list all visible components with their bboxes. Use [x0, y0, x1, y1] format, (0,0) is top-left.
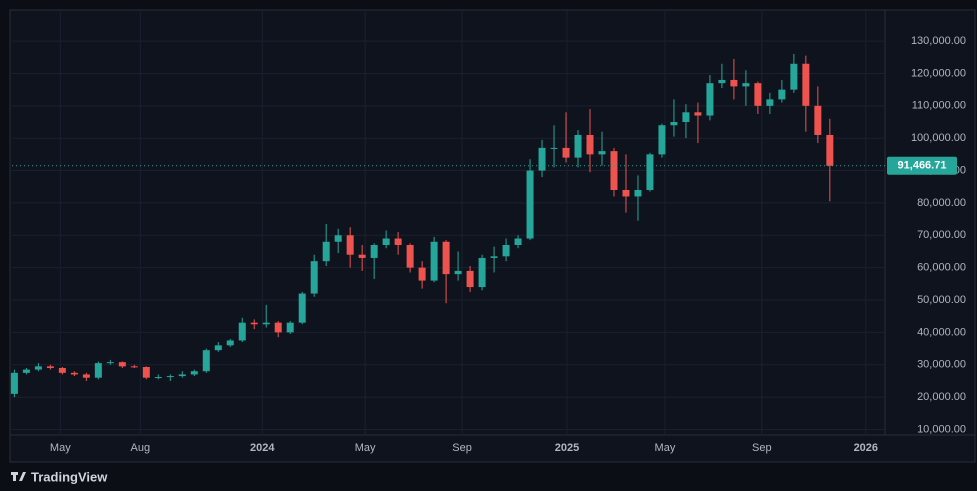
candle-body	[610, 151, 618, 190]
candle-body	[478, 257, 486, 288]
candle-body	[262, 322, 270, 325]
candle-body	[118, 362, 126, 367]
candle-body	[286, 322, 294, 333]
candle-body	[622, 189, 630, 197]
candle-body	[58, 367, 66, 373]
candle-body	[346, 235, 354, 255]
candle-body	[598, 151, 606, 155]
candle-body	[178, 374, 186, 377]
candle-body	[730, 79, 738, 87]
candle-body	[502, 244, 510, 257]
candle-body	[34, 366, 42, 370]
candle-body	[226, 340, 234, 346]
x-tick-label: May	[655, 442, 676, 454]
candle-body	[106, 362, 114, 364]
x-tick-label: 2025	[555, 442, 579, 454]
candle-body	[634, 189, 642, 197]
candle-body	[166, 376, 174, 378]
y-tick-label: 10,000.00	[917, 423, 966, 435]
y-tick-label: 110,000.00	[912, 100, 966, 112]
candle-body	[742, 83, 750, 87]
y-tick-label: 20,000.00	[917, 391, 966, 403]
candle-body	[814, 105, 822, 135]
candle-body	[790, 63, 798, 90]
candle-body	[190, 371, 198, 375]
candle-body	[658, 125, 666, 155]
candle-body	[82, 374, 90, 378]
candle-body	[10, 372, 18, 394]
candle-body	[562, 147, 570, 158]
candle-body	[394, 238, 402, 245]
candle-body	[214, 345, 222, 351]
x-tick-label: Aug	[131, 442, 151, 454]
candle-body	[670, 122, 678, 126]
candle-body	[442, 241, 450, 275]
candle-body	[130, 366, 138, 368]
candle-body	[46, 366, 54, 368]
y-tick-label: 60,000.00	[917, 262, 966, 274]
candle-body	[454, 270, 462, 275]
tv-logo	[11, 472, 26, 481]
candle-body	[94, 363, 102, 378]
candle-body	[466, 270, 474, 288]
y-tick-label: 30,000.00	[917, 359, 966, 371]
x-tick-label: May	[50, 442, 71, 454]
candle-body	[250, 322, 258, 325]
price-label-bg	[887, 156, 957, 175]
candle-body	[22, 369, 30, 373]
candle-body	[382, 238, 390, 245]
candle-body	[766, 99, 774, 106]
candle-body	[310, 261, 318, 294]
candle-body	[142, 367, 150, 378]
y-tick-label: 80,000.00	[917, 197, 966, 209]
candle-body	[70, 372, 78, 375]
candle-body	[298, 293, 306, 323]
candle-body	[754, 83, 762, 106]
candle-body	[202, 350, 210, 372]
x-tick-label: 2026	[854, 442, 878, 454]
x-tick-label: May	[355, 442, 376, 454]
candle-body	[538, 147, 546, 171]
x-tick-label: Sep	[752, 442, 772, 454]
candle-body	[550, 147, 558, 149]
candle-body	[238, 322, 246, 341]
y-tick-label: 50,000.00	[917, 294, 966, 306]
candle-body	[826, 134, 834, 166]
x-tick-label: Sep	[452, 442, 472, 454]
y-tick-label: 40,000.00	[917, 326, 966, 338]
candle-body	[154, 377, 162, 379]
candle-body	[682, 112, 690, 123]
candle-body	[526, 170, 534, 239]
candle-body	[274, 322, 282, 333]
y-tick-label: 100,000.00	[911, 132, 966, 144]
candle-body	[706, 83, 714, 116]
y-tick-label: 130,000.00	[911, 35, 966, 47]
y-tick-label: 120,000.00	[911, 67, 966, 79]
candle-body	[718, 79, 726, 84]
candle-body	[586, 134, 594, 155]
x-tick-label: 2024	[250, 442, 275, 454]
price-label: 91,466.71	[898, 160, 947, 172]
candle-body	[322, 241, 330, 262]
candle-body	[574, 134, 582, 158]
candle-body	[490, 256, 498, 258]
candle-body	[334, 235, 342, 242]
candle-body	[430, 241, 438, 281]
candle-body	[358, 254, 366, 258]
y-tick-label: 70,000.00	[917, 229, 966, 241]
chart-frame	[9, 9, 976, 463]
brand: TradingView	[31, 469, 108, 484]
candle-body	[694, 112, 702, 116]
candle-body	[406, 244, 414, 268]
candle-body	[370, 244, 378, 258]
candle-body	[802, 63, 810, 106]
candle-body	[778, 89, 786, 100]
candle-body	[646, 154, 654, 190]
candle-body	[514, 238, 522, 245]
candle-body	[418, 267, 426, 281]
